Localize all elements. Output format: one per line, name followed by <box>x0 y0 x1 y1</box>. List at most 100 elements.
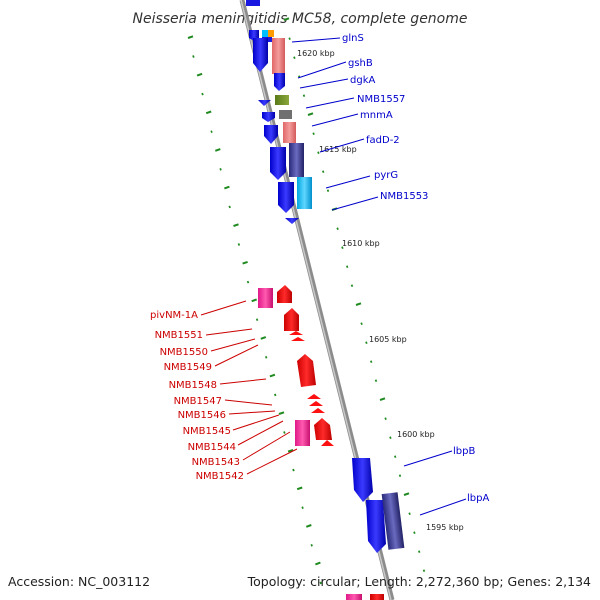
scale-tick-major <box>196 72 203 77</box>
gene-block-bottom-2 <box>370 594 384 600</box>
scale-tick-major <box>224 185 230 190</box>
gene-block-salmon-2 <box>283 122 296 143</box>
leader-line <box>319 138 365 153</box>
scale-tick-major <box>187 35 194 39</box>
scale-label: 1610 kbp <box>342 239 380 248</box>
scale-tick-minor <box>301 506 304 510</box>
pyrG-gene-arrow <box>278 182 294 213</box>
scale-tick-major <box>307 112 314 116</box>
scale-tick-minor <box>201 92 204 96</box>
scale-tick-major <box>283 17 290 21</box>
NMB1550-gene-arrow <box>289 331 303 335</box>
NMB1542-gene-arrow <box>321 440 334 446</box>
gene-block-top-2 <box>262 30 268 37</box>
gene-label-pivNM-1A: pivNM-1A <box>150 310 198 321</box>
gene-label-NMB1548: NMB1548 <box>169 380 217 391</box>
leader-line <box>403 450 453 467</box>
leader-line <box>297 61 347 79</box>
scale-tick-major <box>287 448 294 453</box>
NMB1553-gene-arrow <box>285 218 299 224</box>
lbpB-gene-arrow <box>352 458 373 502</box>
NMB1546-gene-arrow <box>309 401 323 406</box>
leader-line <box>325 175 371 189</box>
scale-tick-minor <box>413 531 416 535</box>
leader-line <box>232 414 280 431</box>
leader-line <box>291 37 341 43</box>
gene-label-lbpA: lbpA <box>467 493 489 504</box>
scale-tick-minor <box>255 318 259 322</box>
scale-tick-minor <box>418 550 421 554</box>
gene-label-gshB: gshB <box>348 58 373 69</box>
NMB1557-gene-arrow <box>258 100 271 106</box>
NMB1551-gene-arrow <box>284 308 299 331</box>
scale-tick-minor <box>192 55 195 58</box>
leader-line <box>210 338 256 352</box>
pivNM-1A-gene-arrow <box>277 285 292 303</box>
scale-tick-major <box>205 110 212 115</box>
gene-arrow-top-1 <box>246 0 260 6</box>
scale-tick-minor <box>283 431 286 434</box>
scale-tick-major <box>305 524 312 528</box>
scale-label: 1600 kbp <box>397 430 435 439</box>
topology-text: Topology: circular; Length: 2,272,360 bp… <box>247 574 591 589</box>
leader-line <box>242 431 291 461</box>
scale-tick-major <box>242 260 248 265</box>
scale-tick-minor <box>319 581 322 585</box>
scale-label: 1615 kbp <box>319 145 357 154</box>
scale-tick-minor <box>237 243 241 246</box>
scale-tick-minor <box>350 284 354 288</box>
scale-tick-major <box>296 486 303 491</box>
accession-text: Accession: NC_003112 <box>8 574 150 589</box>
forward-gene-labels: glnS gshB dgkA NMB1557 mnmA fadD-2 pyrG … <box>291 33 489 516</box>
scale-tick-minor <box>394 455 397 459</box>
scale-tick-minor <box>384 417 387 421</box>
gene-label-glnS: glnS <box>342 33 364 44</box>
fadD-2-gene-block <box>289 143 304 177</box>
leader-line <box>205 328 253 336</box>
forward-strand-genes <box>246 0 405 553</box>
scale-tick-minor <box>292 468 295 472</box>
leader-line <box>305 97 355 109</box>
leader-line <box>246 448 298 475</box>
NMB1549-gene-arrow <box>291 337 305 341</box>
scale-tick-minor <box>398 474 402 478</box>
scale-tick-major <box>278 411 285 415</box>
gene-label-pyrG: pyrG <box>374 170 398 181</box>
gene-label-NMB1542: NMB1542 <box>196 471 244 482</box>
gene-label-NMB1551: NMB1551 <box>155 330 203 341</box>
scale-tick-minor <box>228 205 231 209</box>
scale-tick-minor <box>365 341 368 345</box>
gene-label-NMB1546: NMB1546 <box>178 410 226 421</box>
scale-tick-minor <box>389 436 392 440</box>
scale-tick-minor <box>310 543 313 547</box>
map-title: Neisseria meningitidis MC58, complete ge… <box>132 11 467 27</box>
scale-tick-major <box>251 298 258 303</box>
NMB1545-gene-arrow <box>311 408 325 413</box>
gene-label-NMB1544: NMB1544 <box>188 442 236 453</box>
mnmA-gene-arrow <box>262 112 275 122</box>
gene-label-fadD-2: fadD-2 <box>366 135 400 146</box>
scale-tick-minor <box>422 569 426 573</box>
scale-label: 1605 kbp <box>369 335 407 344</box>
reverse-strand-genes <box>258 285 384 600</box>
gene-label-NMB1547: NMB1547 <box>174 396 222 407</box>
scale-tick-minor <box>408 512 411 516</box>
gene-label-NMB1553: NMB1553 <box>380 191 428 202</box>
leader-line <box>224 399 273 406</box>
NMB1547-gene-arrow <box>307 394 321 399</box>
NMB1557-gene-block <box>275 95 289 105</box>
dgkA-gene-arrow <box>274 73 285 91</box>
reverse-gene-labels: pivNM-1A NMB1551 NMB1550 NMB1549 NMB1548… <box>150 300 298 482</box>
leader-line <box>200 300 247 316</box>
scale-tick-major <box>260 336 267 340</box>
scale-tick-major <box>379 397 386 401</box>
scale-label: 1620 kbp <box>297 49 335 58</box>
scale-tick-minor <box>346 265 349 269</box>
scale-tick-minor <box>288 37 291 41</box>
gene-label-mnmA: mnmA <box>360 110 393 121</box>
leader-line <box>219 378 267 385</box>
scale-tick-major <box>315 561 321 566</box>
scale-tick-minor <box>298 75 301 79</box>
leader-line <box>237 420 284 446</box>
